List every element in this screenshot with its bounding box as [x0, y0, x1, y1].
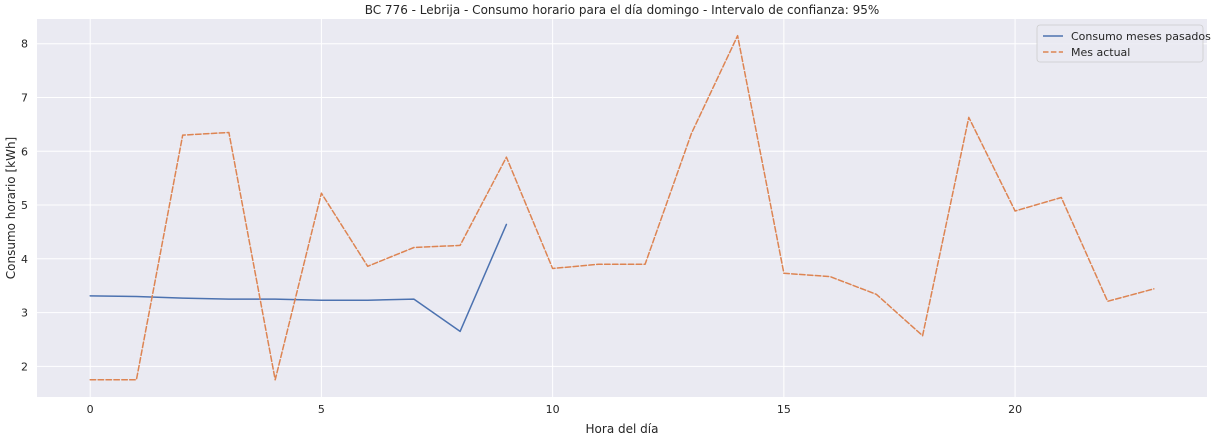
x-axis-label: Hora del día [586, 422, 659, 436]
x-tick-label: 15 [777, 403, 791, 416]
y-tick-label: 8 [21, 38, 28, 51]
y-tick-label: 3 [21, 307, 28, 320]
x-tick-label: 5 [318, 403, 325, 416]
y-tick-label: 4 [21, 253, 28, 266]
series-lines [89, 34, 1155, 381]
x-tick-label: 10 [546, 403, 560, 416]
legend: Consumo meses pasados Mes actual [1036, 24, 1211, 63]
series-line-1 [89, 223, 508, 333]
y-tick-label: 2 [21, 360, 28, 373]
legend-label-1: Consumo meses pasados [1071, 30, 1211, 43]
legend-box [1036, 24, 1204, 63]
tick-labels: 0 5 10 15 20 2 3 4 5 6 7 8 [21, 38, 1022, 416]
y-tick-label: 7 [21, 92, 28, 105]
series-line-2 [89, 34, 1155, 381]
y-axis-label: Consumo horario [kWh] [4, 137, 18, 279]
x-tick-label: 20 [1008, 403, 1022, 416]
y-tick-label: 6 [21, 145, 28, 158]
legend-label-2: Mes actual [1071, 46, 1130, 59]
y-tick-label: 5 [21, 199, 28, 212]
x-tick-label: 0 [87, 403, 94, 416]
chart-title: BC 776 - Lebrija - Consumo horario para … [365, 3, 880, 17]
plot-background [37, 19, 1207, 397]
